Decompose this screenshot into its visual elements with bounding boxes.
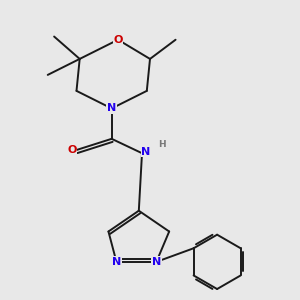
Text: O: O [113, 35, 123, 45]
Text: H: H [158, 140, 166, 149]
Text: N: N [107, 103, 116, 113]
Text: N: N [112, 257, 121, 267]
Text: O: O [67, 145, 76, 155]
Text: N: N [152, 257, 161, 267]
Text: N: N [141, 147, 151, 157]
